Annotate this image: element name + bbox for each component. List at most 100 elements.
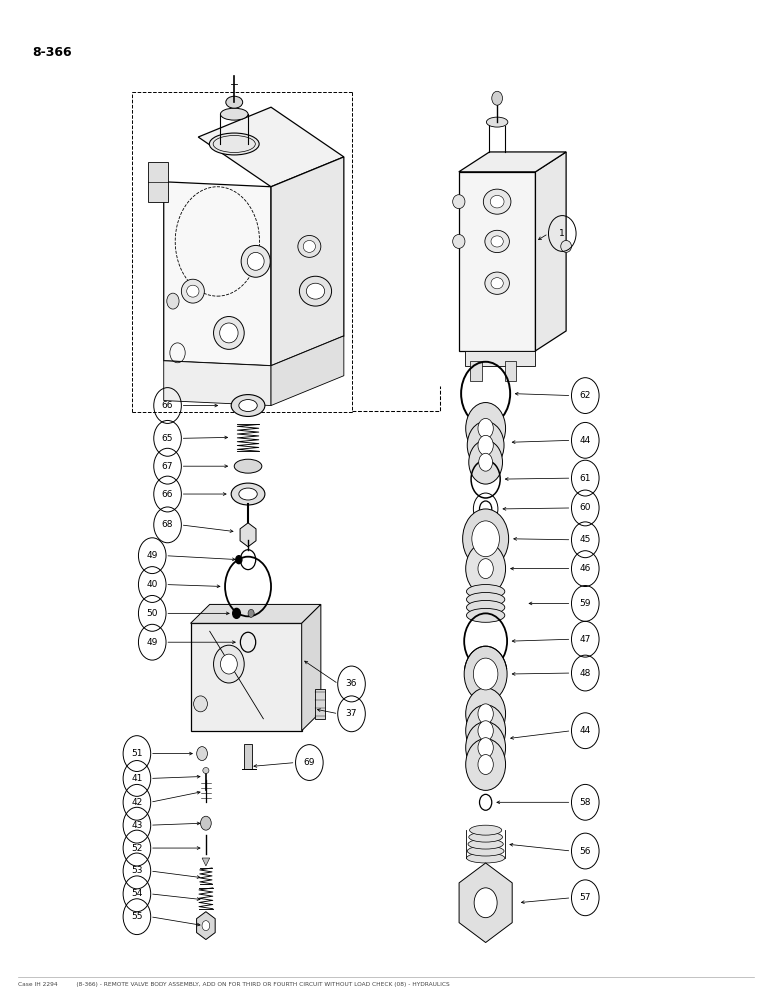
Text: 50: 50 [147,609,158,618]
Bar [470,361,482,381]
Ellipse shape [187,285,199,297]
Ellipse shape [231,483,265,505]
Ellipse shape [466,853,505,863]
Polygon shape [302,604,321,731]
Ellipse shape [214,317,244,349]
Text: 59: 59 [580,599,591,608]
Circle shape [248,609,254,617]
Circle shape [466,403,506,454]
Circle shape [466,543,506,594]
Polygon shape [465,351,536,366]
Circle shape [469,440,503,484]
Circle shape [478,559,493,579]
Ellipse shape [239,400,257,411]
Ellipse shape [466,592,505,606]
Bar [505,361,516,381]
Polygon shape [459,863,512,943]
Text: 46: 46 [580,564,591,573]
Text: Case IH 2294          (8-366) - REMOTE VALVE BODY ASSEMBLY, ADD ON FOR THIRD OR : Case IH 2294 (8-366) - REMOTE VALVE BODY… [18,982,450,987]
Ellipse shape [214,645,244,683]
Text: 47: 47 [580,635,591,644]
Circle shape [462,509,509,569]
Circle shape [466,739,506,790]
Polygon shape [271,157,344,366]
Circle shape [479,453,493,471]
Text: 66: 66 [162,401,173,410]
Ellipse shape [469,832,503,842]
Text: 43: 43 [131,821,143,830]
Ellipse shape [491,278,503,289]
Polygon shape [536,152,566,351]
Bar [148,162,168,202]
Ellipse shape [298,235,321,257]
Ellipse shape [491,236,503,247]
Text: 61: 61 [580,474,591,483]
Text: 53: 53 [131,866,143,875]
Ellipse shape [231,395,265,416]
Polygon shape [197,912,215,940]
Text: 68: 68 [162,520,173,529]
Ellipse shape [221,108,248,120]
Bar [244,744,252,768]
Text: 57: 57 [580,893,591,902]
Polygon shape [240,523,256,547]
Circle shape [478,721,493,741]
Ellipse shape [241,245,270,277]
Text: 44: 44 [580,726,591,735]
Ellipse shape [466,585,505,598]
Polygon shape [164,182,271,366]
Ellipse shape [194,696,208,712]
Text: 58: 58 [580,798,591,807]
Ellipse shape [209,133,259,155]
Text: 49: 49 [147,638,158,647]
Ellipse shape [468,839,503,849]
Ellipse shape [486,117,508,127]
Ellipse shape [483,189,511,214]
Circle shape [478,755,493,774]
Circle shape [474,888,497,918]
Text: 67: 67 [162,462,173,471]
Circle shape [197,747,208,761]
Text: 60: 60 [580,503,591,512]
Circle shape [492,91,503,105]
Ellipse shape [306,283,325,299]
Ellipse shape [467,846,504,856]
Ellipse shape [466,608,505,622]
Polygon shape [198,107,344,187]
Circle shape [464,646,507,702]
Circle shape [232,608,240,618]
Ellipse shape [466,600,505,614]
Text: 66: 66 [162,490,173,499]
Circle shape [466,722,506,773]
Circle shape [478,418,493,438]
Text: 54: 54 [131,889,143,898]
Text: 49: 49 [147,551,158,560]
Polygon shape [459,172,536,351]
Circle shape [167,293,179,309]
Ellipse shape [239,488,257,500]
Polygon shape [191,604,321,623]
Polygon shape [202,858,210,866]
Circle shape [201,816,212,830]
Ellipse shape [203,768,209,773]
Text: 45: 45 [580,535,591,544]
Text: 44: 44 [580,436,591,445]
Ellipse shape [300,276,332,306]
Circle shape [202,921,210,931]
Ellipse shape [485,272,510,294]
Text: 62: 62 [580,391,591,400]
Polygon shape [271,336,344,406]
Text: 36: 36 [346,679,357,688]
Ellipse shape [247,252,264,270]
Ellipse shape [560,240,571,252]
Ellipse shape [303,240,316,252]
Text: 37: 37 [346,709,357,718]
Circle shape [472,521,499,557]
Circle shape [478,704,493,724]
Circle shape [478,738,493,758]
Circle shape [235,556,242,564]
Ellipse shape [220,323,238,343]
Ellipse shape [485,230,510,253]
Text: 52: 52 [131,844,143,853]
Text: 55: 55 [131,912,143,921]
